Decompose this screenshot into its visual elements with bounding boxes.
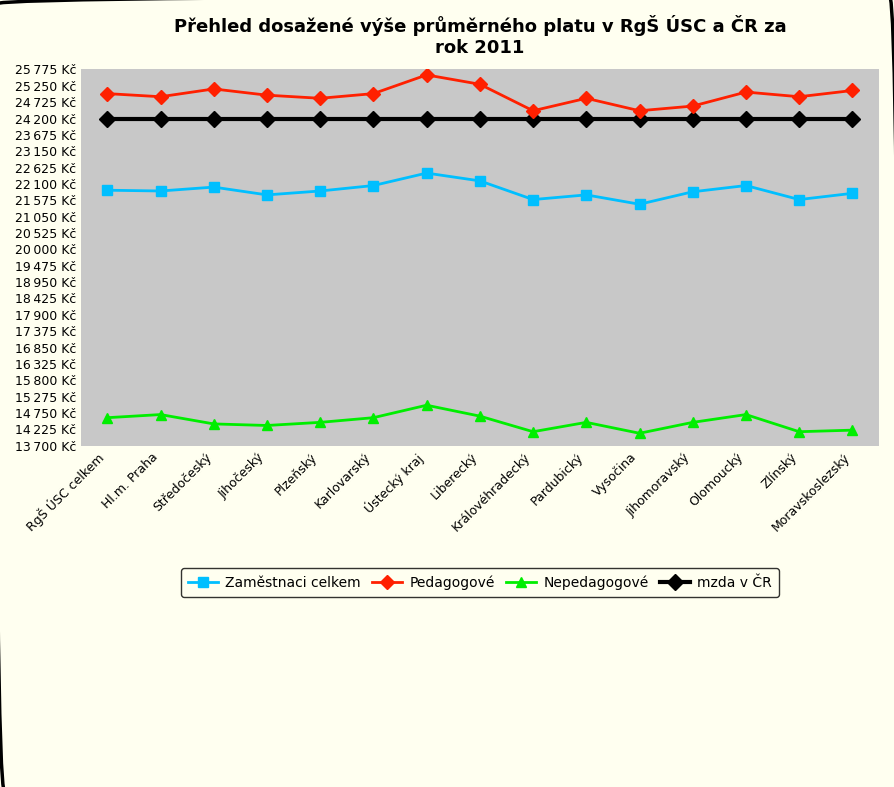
Legend: Zaměstnaci celkem, Pedagogové, Nepedagogové, mzda v ČR: Zaměstnaci celkem, Pedagogové, Nepedagog… — [181, 568, 779, 597]
Title: Přehled dosažené výše průměrného platu v RgŠ ÚSC a ČR za
rok 2011: Přehled dosažené výše průměrného platu v… — [173, 15, 786, 57]
